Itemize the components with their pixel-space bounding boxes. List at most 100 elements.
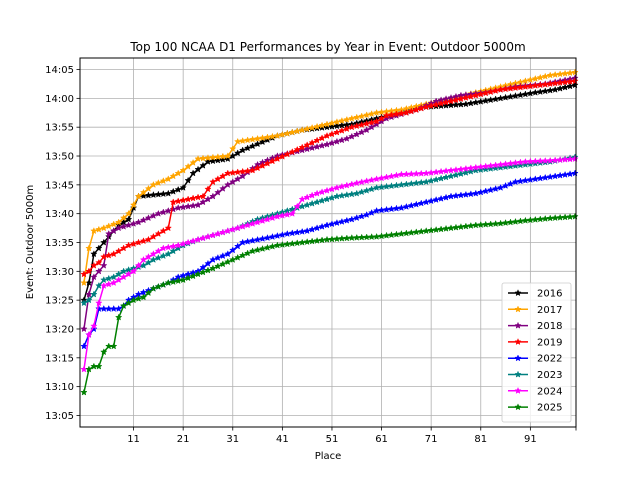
data-point — [100, 253, 108, 261]
data-point — [506, 92, 515, 100]
data-point — [159, 177, 167, 185]
data-point — [239, 172, 247, 180]
data-point — [571, 212, 579, 220]
data-point — [258, 217, 267, 224]
legend-box — [501, 282, 572, 423]
data-point — [328, 220, 336, 228]
data-point — [100, 276, 108, 284]
legend-item-2023: 2023 — [508, 370, 562, 381]
data-point — [214, 262, 222, 270]
data-point — [194, 270, 202, 278]
data-point — [427, 176, 435, 184]
data-point — [432, 100, 440, 108]
data-point — [377, 174, 386, 182]
data-point — [239, 238, 247, 246]
y-tick-label: 13:45 — [45, 180, 74, 191]
data-point — [100, 348, 108, 356]
legend-label: 2019 — [537, 337, 562, 348]
data-point — [253, 140, 262, 148]
data-point — [313, 136, 321, 144]
data-point — [343, 125, 351, 133]
data-point — [358, 128, 366, 136]
data-point — [442, 193, 450, 201]
data-point — [110, 279, 118, 286]
data-point — [422, 178, 430, 186]
data-point — [95, 267, 103, 275]
data-point — [308, 225, 316, 233]
data-point — [288, 209, 296, 217]
data-point — [491, 87, 500, 94]
data-point — [174, 185, 182, 193]
data-point — [477, 97, 485, 105]
data-point — [367, 110, 376, 118]
data-point — [184, 274, 192, 282]
data-point — [382, 173, 391, 181]
data-point — [154, 179, 163, 187]
data-point — [263, 159, 272, 167]
data-point — [224, 155, 232, 163]
data-point — [571, 68, 579, 76]
legend-item-2022: 2022 — [508, 354, 562, 365]
data-point — [115, 276, 123, 284]
data-point — [561, 83, 569, 91]
data-point — [105, 280, 113, 288]
data-point — [159, 208, 167, 216]
data-point — [248, 166, 257, 174]
data-point — [214, 229, 222, 237]
data-point — [124, 299, 133, 307]
data-point — [229, 246, 237, 254]
data-point — [209, 255, 217, 263]
data-point — [204, 185, 212, 193]
data-point — [407, 107, 415, 115]
data-point — [229, 225, 237, 233]
data-point — [219, 228, 227, 236]
data-point — [353, 130, 361, 138]
data-point — [372, 117, 381, 125]
data-point — [328, 139, 336, 147]
data-point — [363, 186, 371, 194]
data-point — [179, 196, 187, 204]
data-point — [164, 250, 172, 258]
data-point — [273, 232, 282, 239]
data-point — [343, 134, 351, 142]
data-point — [298, 126, 306, 134]
data-point — [273, 212, 282, 220]
data-point — [397, 204, 406, 212]
data-point — [199, 268, 207, 276]
data-point — [100, 281, 108, 289]
data-point — [144, 289, 153, 297]
data-point — [363, 126, 371, 134]
data-point — [353, 179, 361, 187]
data-point — [144, 253, 153, 261]
data-point — [154, 229, 163, 237]
y-tick-label: 13:25 — [45, 296, 74, 307]
data-point — [432, 175, 440, 183]
data-point — [491, 185, 500, 192]
data-point — [298, 143, 306, 151]
data-point — [90, 290, 98, 298]
data-point — [194, 201, 202, 209]
data-point — [224, 258, 232, 266]
data-point — [164, 224, 172, 232]
data-point — [248, 247, 257, 255]
data-point — [95, 362, 103, 370]
data-point — [189, 237, 197, 245]
data-point — [149, 232, 158, 240]
data-point — [551, 85, 559, 93]
data-point — [363, 210, 371, 218]
data-point — [119, 273, 128, 281]
data-point — [367, 123, 376, 131]
data-point — [204, 259, 212, 267]
data-point — [239, 251, 247, 259]
data-point — [313, 142, 321, 150]
data-point — [343, 115, 351, 123]
data-point — [174, 244, 182, 252]
data-point — [338, 217, 346, 225]
data-point — [229, 255, 237, 263]
data-point — [174, 241, 182, 249]
data-point — [516, 91, 525, 99]
data-point — [85, 296, 93, 304]
data-point — [169, 172, 177, 180]
x-tick-label: 91 — [524, 434, 537, 445]
data-point — [214, 175, 222, 183]
